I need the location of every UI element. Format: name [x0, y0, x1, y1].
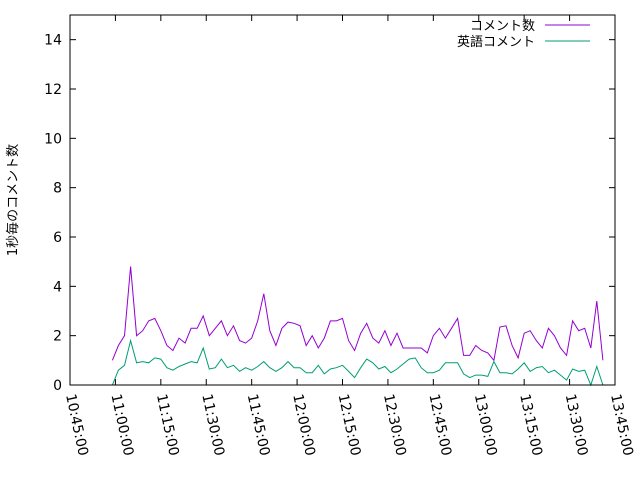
series-line-0 [111, 266, 604, 362]
y-tick-label: 6 [53, 230, 62, 246]
y-axis-label: 1秒毎のコメント数 [5, 144, 21, 256]
x-tick-label: 11:30:00 [198, 393, 227, 458]
series-line-1 [111, 338, 604, 387]
x-tick-label: 13:45:00 [607, 393, 636, 458]
x-tick-label: 12:00:00 [289, 393, 318, 458]
y-tick-label: 0 [53, 378, 62, 394]
plot-frame [69, 14, 616, 386]
x-tick-label: 12:45:00 [425, 393, 454, 458]
x-tick-label: 12:30:00 [380, 393, 409, 458]
x-tick-label: 13:15:00 [516, 393, 545, 458]
y-tick-label: 10 [44, 131, 62, 147]
x-tick-label: 12:15:00 [335, 393, 364, 458]
y-tick-label: 12 [44, 82, 62, 98]
x-tick-label: 13:00:00 [471, 393, 500, 458]
x-tick-label: 11:45:00 [244, 393, 273, 458]
y-tick-label: 8 [53, 181, 62, 197]
y-tick-label: 2 [53, 329, 62, 345]
y-tick-label: 14 [44, 33, 62, 49]
x-tick-label: 13:30:00 [562, 393, 591, 458]
legend-label-1: 英語コメント [457, 34, 535, 50]
legend-label-0: コメント数 [470, 19, 535, 34]
x-tick-label: 11:15:00 [153, 393, 182, 458]
x-tick-label: 11:00:00 [108, 393, 137, 458]
legend: コメント数 英語コメント [457, 19, 590, 50]
y-tick-label: 4 [53, 279, 62, 295]
x-tick-label: 10:45:00 [62, 393, 91, 458]
